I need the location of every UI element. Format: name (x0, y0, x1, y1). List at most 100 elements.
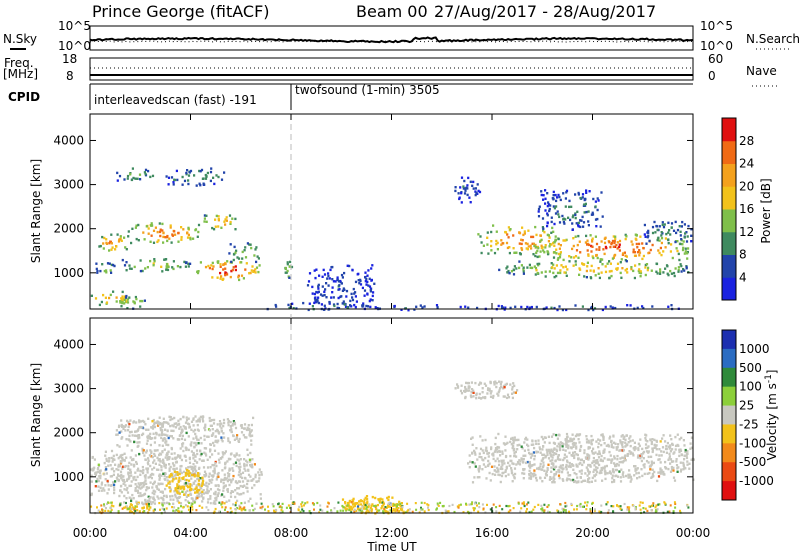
power-cell (100, 300, 103, 304)
velocity-cell (679, 448, 682, 451)
velocity-colorbar-label: Velocity [m s-1] (764, 370, 779, 461)
power-cell (616, 241, 619, 244)
velocity-cell (545, 474, 548, 477)
power-cell (570, 256, 573, 259)
power-cell (608, 241, 611, 244)
power-cell (614, 237, 617, 240)
velocity-cell (212, 422, 216, 425)
velocity-cell (562, 442, 565, 446)
power-cell (332, 296, 335, 299)
power-cell (344, 305, 348, 308)
power-cell (537, 264, 540, 267)
power-cell (463, 179, 466, 183)
power-cell (288, 306, 291, 310)
power-cell (133, 265, 136, 269)
velocity-cell (521, 502, 524, 505)
velocity-cell (208, 429, 212, 432)
velocity-cell (132, 457, 135, 461)
power-cell (311, 292, 314, 295)
velocity-cell (635, 468, 638, 471)
velocity-cell (98, 475, 101, 478)
power-cell (436, 306, 439, 309)
velocity-cell (117, 474, 120, 478)
velocity-cell (239, 484, 242, 488)
velocity-cell (123, 465, 126, 469)
power-cell (508, 246, 511, 249)
velocity-cell (509, 383, 512, 386)
velocity-cell (538, 467, 541, 471)
velocity-cell (201, 481, 204, 484)
velocity-cell (204, 452, 207, 455)
velocity-cell (668, 510, 671, 513)
velocity-cell (175, 422, 178, 425)
power-cell (531, 242, 534, 245)
power-cell (224, 262, 227, 266)
velocity-cell (227, 419, 231, 423)
power-cell (119, 301, 122, 304)
velocity-cell (528, 473, 531, 476)
velocity-cell (137, 444, 140, 448)
velocity-cell (149, 432, 152, 436)
power-cell (112, 290, 115, 293)
power-cell (254, 268, 257, 271)
velocity-cell (604, 471, 607, 474)
power-cell (508, 272, 511, 275)
velocity-cell (496, 392, 499, 395)
velocity-cell (153, 499, 156, 502)
velocity-cell (546, 450, 549, 453)
power-cell (604, 270, 608, 274)
velocity-cell (195, 420, 198, 423)
power-cell (210, 264, 213, 267)
power-cell (658, 239, 661, 242)
velocity-cell (120, 419, 123, 422)
velocity-cell (680, 453, 684, 457)
velocity-cell (185, 419, 189, 422)
velocity-cell (669, 470, 673, 473)
power-cell (608, 260, 611, 263)
velocity-cell (201, 506, 204, 509)
velocity-cell (654, 446, 657, 449)
velocity-heatmap (90, 380, 695, 515)
power-cell (130, 178, 133, 182)
velocity-cell (198, 488, 201, 492)
velocity-cell (302, 510, 305, 513)
velocity-cell (321, 509, 324, 512)
velocity-cell (238, 454, 241, 457)
velocity-cell (629, 476, 632, 479)
velocity-cell (602, 435, 605, 438)
velocity-cell (476, 476, 479, 479)
power-cell (548, 236, 551, 239)
power-cell (467, 306, 470, 309)
velocity-cell (342, 506, 345, 509)
velocity-cell (176, 454, 180, 457)
velocity-cell (136, 469, 139, 472)
power-cell (128, 267, 132, 270)
velocity-cell (224, 461, 227, 464)
power-cell (558, 256, 562, 259)
velocity-cell (473, 462, 476, 465)
velocity-cell (655, 504, 658, 507)
power-cell (583, 211, 586, 214)
velocity-cell (120, 437, 123, 440)
velocity-cell (216, 493, 219, 497)
velocity-cell (175, 496, 178, 500)
velocity-cell (565, 432, 569, 436)
power-cell (667, 273, 670, 277)
velocity-cell (564, 510, 567, 513)
velocity-cell (217, 484, 220, 487)
velocity-cell (304, 502, 307, 505)
power-cell (550, 216, 553, 219)
power-cell (650, 269, 653, 272)
velocity-cell (184, 454, 187, 458)
power-cell (643, 223, 646, 227)
power-cell (613, 241, 616, 245)
power-cell (319, 293, 323, 296)
velocity-cell (547, 463, 550, 466)
velocity-cell (297, 508, 300, 511)
velocity-cell (232, 474, 235, 478)
velocity-cell (517, 502, 520, 505)
velocity-cell (175, 456, 178, 459)
power-cell (130, 241, 133, 245)
power-cell (547, 234, 550, 237)
power-cell (540, 246, 543, 250)
